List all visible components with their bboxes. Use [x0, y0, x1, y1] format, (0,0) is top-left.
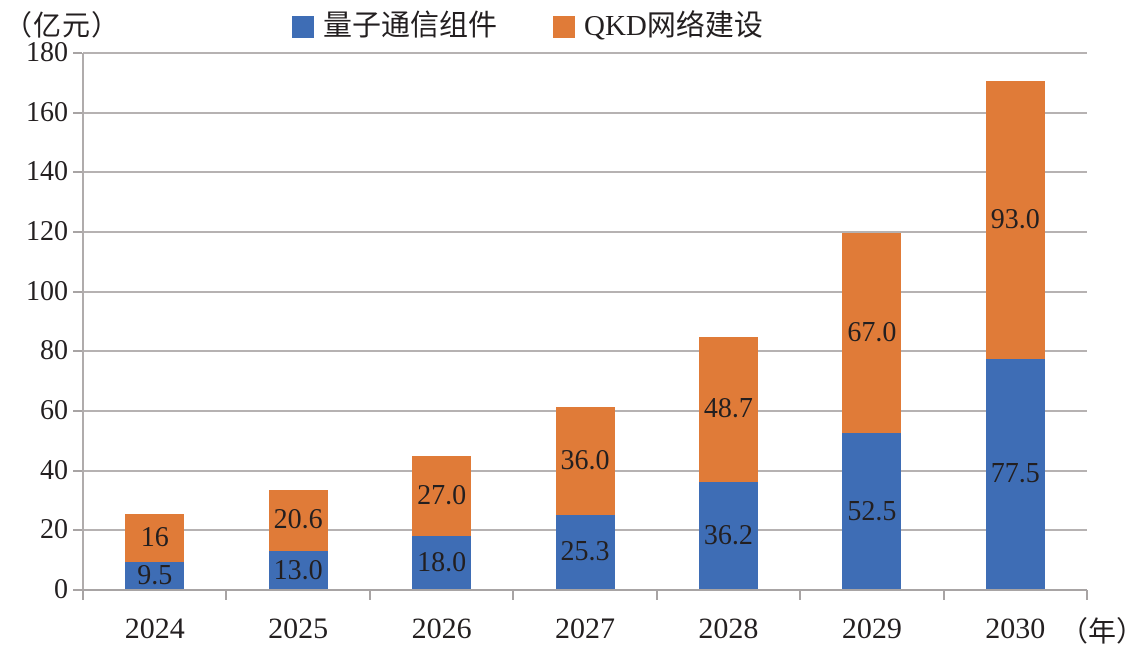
y-axis-tick [73, 231, 82, 233]
x-axis-category-label: 2030 [985, 612, 1046, 645]
legend-swatch-icon [292, 15, 314, 38]
y-axis-tick-label: 160 [26, 96, 68, 128]
x-axis-tick [655, 590, 658, 600]
x-axis-tick [368, 590, 371, 600]
legend-label: QKD网络建设 [584, 10, 763, 42]
legend-item-qkd-network: QKD网络建设 [553, 12, 763, 41]
x-axis-category-label: 2029 [841, 612, 902, 645]
x-axis-unit-label: （年） [1060, 617, 1134, 648]
y-axis-unit-label: （亿元） [4, 11, 121, 42]
bar-segment-qkd-network [125, 513, 185, 562]
bar-segment-qkd-network [842, 233, 902, 434]
bar-segment-qkd-network [985, 81, 1045, 359]
bar-segment-quantum-components [125, 561, 185, 590]
y-axis-line [82, 53, 84, 600]
y-axis-tick-label: 60 [40, 395, 68, 426]
y-axis-tick-label: 100 [26, 275, 68, 307]
bar-segment-qkd-network [698, 336, 758, 482]
x-axis-category-label: 2024 [124, 612, 185, 645]
bar-segment-quantum-components [555, 514, 615, 590]
gridline [83, 111, 1087, 114]
y-axis-tick-label: 80 [40, 335, 68, 367]
legend-label: 量子通信组件 [323, 10, 498, 42]
y-axis-tick [73, 469, 82, 472]
y-axis-tick [73, 350, 82, 353]
bar-segment-quantum-components [412, 536, 472, 590]
bar-segment-quantum-components [268, 551, 328, 590]
y-axis-tick-label: 0 [54, 574, 68, 605]
legend-item-quantum-components: 量子通信组件 [292, 12, 497, 41]
y-axis-tick [73, 171, 82, 174]
gridline [83, 231, 1087, 233]
bar-segment-quantum-components [985, 358, 1045, 590]
gridline [83, 52, 1087, 54]
y-axis-tick-label: 20 [40, 514, 68, 546]
y-axis-tick [73, 529, 82, 532]
gridline [83, 290, 1087, 293]
x-axis-tick [512, 590, 515, 600]
bar-segment-qkd-network [412, 455, 472, 537]
x-axis-line [73, 589, 1087, 591]
y-axis-tick [73, 290, 82, 293]
x-axis-tick [1086, 590, 1088, 600]
gridline [83, 171, 1087, 174]
bar-segment-qkd-network [555, 407, 615, 515]
y-axis-tick-label: 120 [26, 216, 68, 247]
y-axis-tick [73, 410, 82, 412]
bar-segment-qkd-network [268, 489, 328, 552]
x-axis-tick [225, 590, 228, 600]
y-axis-tick-label: 140 [26, 156, 68, 188]
x-axis-category-label: 2028 [698, 612, 759, 645]
x-axis-tick [82, 590, 84, 600]
x-axis-category-label: 2025 [268, 612, 329, 645]
y-axis-tick-label: 180 [26, 37, 68, 68]
x-axis-category-label: 2026 [411, 612, 472, 645]
legend: 量子通信组件 QKD网络建设 [292, 12, 763, 41]
legend-swatch-icon [553, 15, 576, 38]
gridline [83, 350, 1087, 353]
y-axis-tick [73, 52, 82, 54]
x-axis-category-label: 2027 [555, 612, 615, 645]
y-axis-tick-label: 40 [40, 454, 68, 486]
bar-segment-quantum-components [842, 433, 902, 590]
x-axis-tick [942, 590, 945, 600]
bar-segment-quantum-components [698, 482, 758, 590]
x-axis-tick [799, 590, 802, 600]
y-axis-tick [73, 111, 82, 114]
